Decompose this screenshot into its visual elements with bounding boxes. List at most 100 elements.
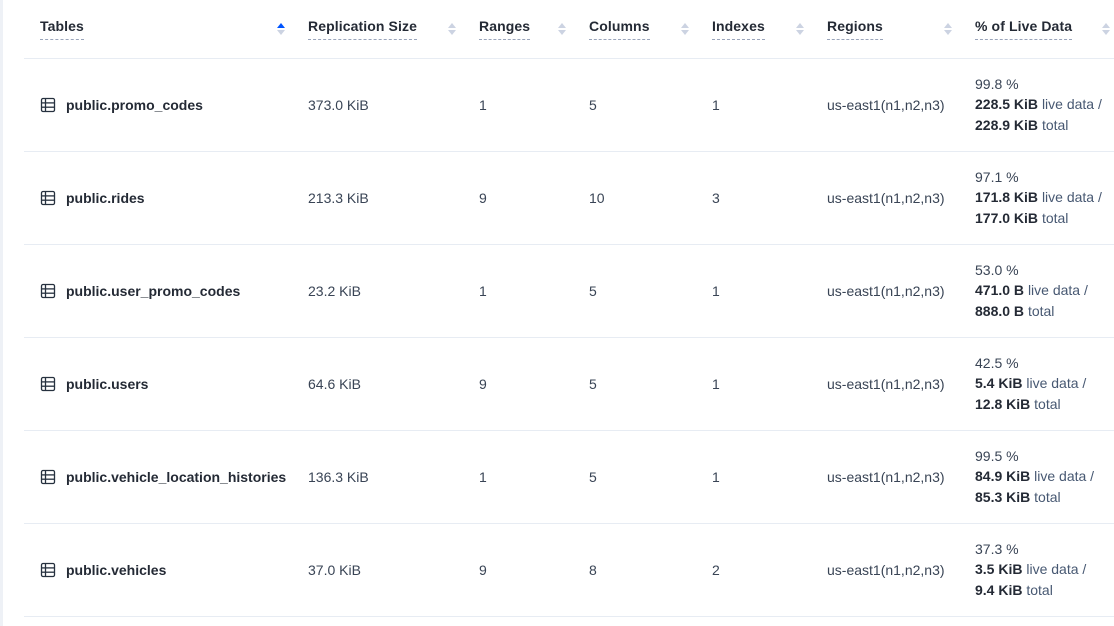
- total-data-line: 228.9 KiB total: [975, 116, 1069, 133]
- column-header-tables-label[interactable]: Tables: [40, 18, 84, 40]
- total-data-line: 9.4 KiB total: [975, 581, 1053, 598]
- live-percent: 53.0 %: [975, 261, 1019, 278]
- column-header-tables[interactable]: Tables: [24, 0, 305, 59]
- table-row[interactable]: public.vehicles 37.0 KiB 9 8 2 us-east1(…: [24, 523, 1114, 617]
- table-row[interactable]: public.vehicle_location_histories 136.3 …: [24, 430, 1114, 524]
- live-data-cell: 53.0 % 471.0 B live data / 888.0 B total: [972, 244, 1114, 338]
- table-icon: [40, 376, 56, 391]
- indexes-cell: 2: [709, 523, 824, 617]
- ranges-cell: 1: [476, 58, 586, 152]
- total-data-line: 12.8 KiB total: [975, 395, 1061, 412]
- column-header-columns[interactable]: Columns: [586, 0, 709, 59]
- live-data-line: 471.0 B live data /: [975, 282, 1088, 299]
- total-data-line: 85.3 KiB total: [975, 488, 1061, 505]
- table-row[interactable]: public.rides 213.3 KiB 9 10 3 us-east1(n…: [24, 151, 1114, 245]
- live-data-cell: 99.8 % 228.5 KiB live data / 228.9 KiB t…: [972, 58, 1114, 152]
- regions-cell: us-east1(n1,n2,n3): [824, 337, 972, 431]
- table-name-link[interactable]: public.vehicles: [66, 561, 167, 578]
- live-data-line: 228.5 KiB live data /: [975, 96, 1102, 113]
- ranges-cell: 9: [476, 151, 586, 245]
- total-data-line: 888.0 B total: [975, 302, 1055, 319]
- columns-cell: 10: [586, 151, 709, 245]
- regions-cell: us-east1(n1,n2,n3): [824, 523, 972, 617]
- page-left-edge: [0, 0, 3, 626]
- live-data-cell: 97.1 % 171.8 KiB live data / 177.0 KiB t…: [972, 151, 1114, 245]
- column-header-indexes-label[interactable]: Indexes: [712, 18, 765, 40]
- table-icon: [40, 469, 56, 484]
- column-header-regions[interactable]: Regions: [824, 0, 972, 59]
- live-data-line: 84.9 KiB live data /: [975, 468, 1095, 485]
- column-header-columns-label[interactable]: Columns: [589, 18, 650, 40]
- header-row: Tables Replication Size Ranges Columns: [24, 0, 1114, 59]
- table-icon: [40, 283, 56, 298]
- table-name-cell[interactable]: public.vehicles: [24, 523, 305, 617]
- table-icon: [40, 190, 56, 205]
- regions-cell: us-east1(n1,n2,n3): [824, 244, 972, 338]
- live-data-line: 3.5 KiB live data /: [975, 561, 1087, 578]
- column-header-live-data-label[interactable]: % of Live Data: [975, 18, 1073, 40]
- column-header-ranges[interactable]: Ranges: [476, 0, 586, 59]
- sort-caret-icon[interactable]: [558, 22, 566, 35]
- table-name-link[interactable]: public.users: [66, 375, 149, 392]
- column-header-ranges-label[interactable]: Ranges: [479, 18, 531, 40]
- replication-size-cell: 64.6 KiB: [305, 337, 476, 431]
- table-name-cell[interactable]: public.promo_codes: [24, 58, 305, 152]
- live-percent: 42.5 %: [975, 354, 1019, 371]
- replication-size-cell: 213.3 KiB: [305, 151, 476, 245]
- table-icon: [40, 97, 56, 112]
- table-name-cell[interactable]: public.users: [24, 337, 305, 431]
- column-header-live-data[interactable]: % of Live Data: [972, 0, 1114, 59]
- sort-caret-icon[interactable]: [1102, 22, 1110, 35]
- live-data-cell: 37.3 % 3.5 KiB live data / 9.4 KiB total: [972, 523, 1114, 617]
- table-row[interactable]: public.users 64.6 KiB 9 5 1 us-east1(n1,…: [24, 337, 1114, 431]
- column-header-replication-size[interactable]: Replication Size: [305, 0, 476, 59]
- live-data-cell: 42.5 % 5.4 KiB live data / 12.8 KiB tota…: [972, 337, 1114, 431]
- table-header: Tables Replication Size Ranges Columns: [24, 0, 1114, 59]
- columns-cell: 5: [586, 58, 709, 152]
- table-icon: [40, 562, 56, 577]
- table-row[interactable]: public.promo_codes 373.0 KiB 1 5 1 us-ea…: [24, 58, 1114, 152]
- indexes-cell: 1: [709, 58, 824, 152]
- indexes-cell: 1: [709, 430, 824, 524]
- sort-caret-icon[interactable]: [796, 22, 804, 35]
- table-name-cell[interactable]: public.rides: [24, 151, 305, 245]
- replication-size-cell: 37.0 KiB: [305, 523, 476, 617]
- table-row[interactable]: public.user_promo_codes 23.2 KiB 1 5 1 u…: [24, 244, 1114, 338]
- column-header-regions-label[interactable]: Regions: [827, 18, 883, 40]
- regions-cell: us-east1(n1,n2,n3): [824, 58, 972, 152]
- live-percent: 97.1 %: [975, 168, 1019, 185]
- live-percent: 37.3 %: [975, 540, 1019, 557]
- regions-cell: us-east1(n1,n2,n3): [824, 430, 972, 524]
- live-percent: 99.5 %: [975, 447, 1019, 464]
- total-data-line: 177.0 KiB total: [975, 209, 1069, 226]
- indexes-cell: 1: [709, 337, 824, 431]
- live-data-cell: 99.5 % 84.9 KiB live data / 85.3 KiB tot…: [972, 430, 1114, 524]
- sort-caret-icon[interactable]: [681, 22, 689, 35]
- table-name-link[interactable]: public.rides: [66, 189, 145, 206]
- column-header-indexes[interactable]: Indexes: [709, 0, 824, 59]
- table-body: public.promo_codes 373.0 KiB 1 5 1 us-ea…: [24, 58, 1114, 617]
- regions-cell: us-east1(n1,n2,n3): [824, 151, 972, 245]
- columns-cell: 5: [586, 430, 709, 524]
- columns-cell: 5: [586, 337, 709, 431]
- indexes-cell: 1: [709, 244, 824, 338]
- table-name-cell[interactable]: public.vehicle_location_histories: [24, 430, 305, 524]
- live-data-line: 5.4 KiB live data /: [975, 375, 1087, 392]
- ranges-cell: 9: [476, 337, 586, 431]
- column-header-replication-size-label[interactable]: Replication Size: [308, 18, 417, 40]
- ranges-cell: 1: [476, 244, 586, 338]
- table-name-cell[interactable]: public.user_promo_codes: [24, 244, 305, 338]
- live-percent: 99.8 %: [975, 75, 1019, 92]
- replication-size-cell: 136.3 KiB: [305, 430, 476, 524]
- table-name-link[interactable]: public.vehicle_location_histories: [66, 468, 287, 485]
- columns-cell: 5: [586, 244, 709, 338]
- ranges-cell: 9: [476, 523, 586, 617]
- indexes-cell: 3: [709, 151, 824, 245]
- ranges-cell: 1: [476, 430, 586, 524]
- replication-size-cell: 373.0 KiB: [305, 58, 476, 152]
- table-name-link[interactable]: public.user_promo_codes: [66, 282, 241, 299]
- sort-caret-icon[interactable]: [277, 22, 285, 35]
- sort-caret-icon[interactable]: [944, 22, 952, 35]
- sort-caret-icon[interactable]: [448, 22, 456, 35]
- table-name-link[interactable]: public.promo_codes: [66, 96, 203, 113]
